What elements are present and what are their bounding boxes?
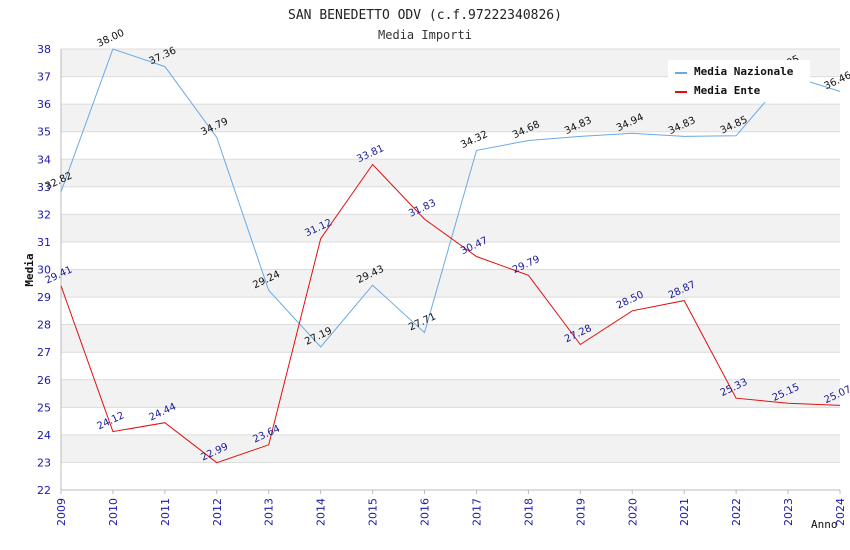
x-tick-label: 2009 <box>55 498 68 526</box>
y-tick-label: 32 <box>37 208 51 221</box>
y-tick-label: 26 <box>37 374 51 387</box>
chart-title: SAN BENEDETTO ODV (c.f.97222340826) <box>288 8 562 23</box>
y-tick-label: 29 <box>37 291 51 304</box>
y-tick-label: 28 <box>37 319 51 332</box>
grid-band <box>61 352 840 380</box>
x-tick-label: 2015 <box>367 498 380 526</box>
grid-bands <box>61 48 840 491</box>
x-tick-label: 2012 <box>211 498 224 526</box>
data-label: 38.00 <box>96 28 127 50</box>
x-tick-label: 2018 <box>522 498 535 526</box>
y-tick-label: 25 <box>37 401 51 414</box>
y-tick-label: 36 <box>37 98 51 111</box>
grid-band <box>61 324 840 353</box>
y-tick-label: 27 <box>37 346 51 359</box>
y-tick-label: 35 <box>37 126 51 139</box>
x-tick-label: 2010 <box>107 498 120 526</box>
grid-band <box>61 379 840 408</box>
grid-band <box>61 407 840 435</box>
grid-band <box>61 462 840 490</box>
y-tick-label: 38 <box>37 43 51 56</box>
grid-band <box>61 186 840 215</box>
grid-band <box>61 241 840 270</box>
y-tick-label: 37 <box>37 71 51 84</box>
grid-band <box>61 269 840 298</box>
legend-label-media-nazionale: Media Nazionale <box>694 65 794 78</box>
x-tick-label: 2024 <box>834 498 847 526</box>
y-tick-label: 22 <box>37 484 51 497</box>
x-tick-label: 2014 <box>315 498 328 526</box>
x-tick-label: 2022 <box>730 498 743 526</box>
x-tick-label: 2016 <box>419 498 432 526</box>
x-tick-label: 2017 <box>470 498 483 526</box>
legend-background <box>668 60 810 102</box>
series-lines <box>60 48 841 464</box>
y-tick-label: 23 <box>37 456 51 469</box>
series-line-media-ente <box>60 163 841 464</box>
legend: Media Nazionale Media Ente <box>668 60 810 102</box>
y-tick-label: 30 <box>37 264 51 277</box>
x-axis-ticks: 2009 2010 2011 2012 2013 2014 2015 2016 2017 2018… <box>55 490 847 526</box>
series-line-media-nazionale <box>60 48 841 348</box>
x-tick-label: 2023 <box>782 498 795 526</box>
y-tick-label: 31 <box>37 236 51 249</box>
x-axis-label: Anno <box>811 518 838 531</box>
y-tick-label: 34 <box>37 153 51 166</box>
grid-band <box>61 434 840 463</box>
x-tick-label: 2011 <box>159 498 172 526</box>
legend-label-media-ente: Media Ente <box>694 84 761 97</box>
chart-subtitle: Media Importi <box>378 28 472 42</box>
y-axis-label: Media <box>23 253 36 286</box>
y-axis-ticks: 22 23 24 25 26 27 28 29 30 31 32 33 34 35 36 37 38 <box>37 43 51 497</box>
x-tick-label: 2020 <box>626 498 639 526</box>
y-tick-label: 24 <box>37 429 51 442</box>
axes <box>60 49 840 491</box>
x-tick-label: 2019 <box>574 498 587 526</box>
grid-band <box>61 104 840 132</box>
grid-band <box>61 159 840 187</box>
y-tick-label: 33 <box>37 181 51 194</box>
x-tick-label: 2021 <box>678 498 691 526</box>
grid-band <box>61 297 840 325</box>
x-tick-label: 2013 <box>263 498 276 526</box>
